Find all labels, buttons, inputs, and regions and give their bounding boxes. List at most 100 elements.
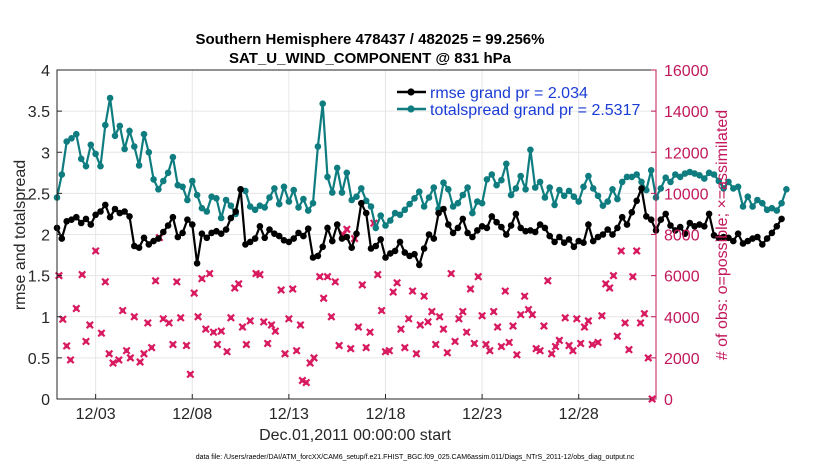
totalspread-point xyxy=(628,173,636,181)
obs-marker xyxy=(101,277,110,286)
rmse-point xyxy=(599,231,607,238)
obs-marker xyxy=(605,283,614,292)
rmse-point xyxy=(536,221,544,228)
rmse-point xyxy=(667,222,674,229)
totalspread-point xyxy=(734,183,742,191)
totalspread-point xyxy=(266,194,273,201)
obs-marker xyxy=(466,285,475,293)
rmse-point xyxy=(541,224,549,232)
rmse-point xyxy=(97,208,104,215)
rmse-point xyxy=(416,261,423,269)
obs-marker xyxy=(346,344,355,353)
x-tick-label: 12/03 xyxy=(76,406,116,423)
obs-marker xyxy=(271,327,280,336)
totalspread-point xyxy=(633,171,640,178)
rmse-point xyxy=(754,233,761,241)
obs-marker xyxy=(217,327,226,336)
rmse-point xyxy=(503,231,510,238)
rmse-point xyxy=(396,238,404,246)
rmse-point xyxy=(358,199,365,207)
y-tick-label: 2 xyxy=(41,228,50,245)
rmse-point xyxy=(483,224,491,232)
totalspread-point xyxy=(271,185,278,192)
obs-marker xyxy=(342,225,351,234)
obs-marker xyxy=(122,346,131,355)
obs-marker xyxy=(462,328,471,337)
y-right-tick-label: 14000 xyxy=(664,104,709,121)
totalspread-point xyxy=(531,184,539,191)
rmse-point xyxy=(449,229,457,237)
obs-marker xyxy=(263,339,272,348)
rmse-point xyxy=(681,230,689,237)
rmse-point xyxy=(256,223,264,230)
obs-marker xyxy=(130,312,139,321)
rmse-point xyxy=(160,228,167,236)
obs-marker xyxy=(331,277,340,286)
obs-marker xyxy=(404,314,413,323)
totalspread-point xyxy=(759,199,766,207)
totalspread-point xyxy=(464,184,471,191)
totalspread-point xyxy=(493,181,500,189)
obs-marker xyxy=(205,269,214,278)
obs-marker xyxy=(182,341,191,350)
rmse-point xyxy=(140,234,148,242)
obs-marker xyxy=(624,345,633,354)
totalspread-point xyxy=(739,203,747,210)
totalspread-point xyxy=(353,193,360,200)
totalspread-point xyxy=(382,222,389,229)
obs-marker xyxy=(416,320,425,329)
obs-marker xyxy=(551,342,560,351)
totalspread-point xyxy=(478,199,486,207)
obs-marker xyxy=(165,318,174,327)
totalspread-point xyxy=(131,143,138,150)
obs-marker xyxy=(302,378,311,387)
rmse-point xyxy=(73,213,80,221)
obs-marker xyxy=(393,278,402,287)
obs-marker xyxy=(97,329,106,338)
totalspread-point xyxy=(290,186,298,194)
totalspread-point xyxy=(198,204,206,212)
totalspread-point xyxy=(469,209,476,217)
totalspread-point xyxy=(715,177,723,185)
rmse-point xyxy=(580,239,587,246)
obs-marker xyxy=(172,277,181,286)
obs-marker xyxy=(194,312,203,321)
obs-marker xyxy=(412,349,421,358)
rmse-point xyxy=(217,230,225,237)
footer-data-file: data file: /Users/raeder/DAI/ATM_forcXX/… xyxy=(196,454,635,461)
obs-marker xyxy=(474,272,483,281)
rmse-point xyxy=(551,238,558,246)
obs-marker xyxy=(400,343,409,352)
rmse-point xyxy=(300,232,307,240)
obs-marker xyxy=(396,325,405,334)
y-right-tick-label: 16000 xyxy=(664,63,709,80)
totalspread-point xyxy=(599,202,607,209)
obs-marker xyxy=(580,323,589,332)
obs-marker xyxy=(617,246,626,255)
totalspread-point xyxy=(121,145,128,153)
legend-marker xyxy=(407,88,415,96)
totalspread-point xyxy=(193,191,201,199)
totalspread-point xyxy=(97,162,104,170)
totalspread-point xyxy=(227,202,235,209)
rmse-point xyxy=(459,215,467,223)
totalspread-point xyxy=(546,184,553,191)
rmse-point xyxy=(329,237,336,245)
rmse-point xyxy=(77,219,85,227)
rmse-point xyxy=(517,224,524,232)
obs-marker xyxy=(427,307,436,316)
legend-label: totalspread grand pr = 2.5317 xyxy=(430,102,640,119)
y-right-axis-ticks: 0 2000 4000 6000 8000 10000 12000 14000 16000 xyxy=(651,63,709,409)
totalspread-point xyxy=(116,122,124,130)
obs-marker xyxy=(197,274,206,283)
obs-marker xyxy=(126,353,135,362)
rmse-point xyxy=(333,221,341,228)
obs-marker xyxy=(512,350,521,359)
totalspread-point xyxy=(517,172,524,180)
rmse-point xyxy=(174,233,182,241)
obs-marker xyxy=(315,272,324,281)
totalspread-point xyxy=(440,179,447,186)
obs-marker xyxy=(377,306,386,315)
rmse-point xyxy=(232,208,239,215)
